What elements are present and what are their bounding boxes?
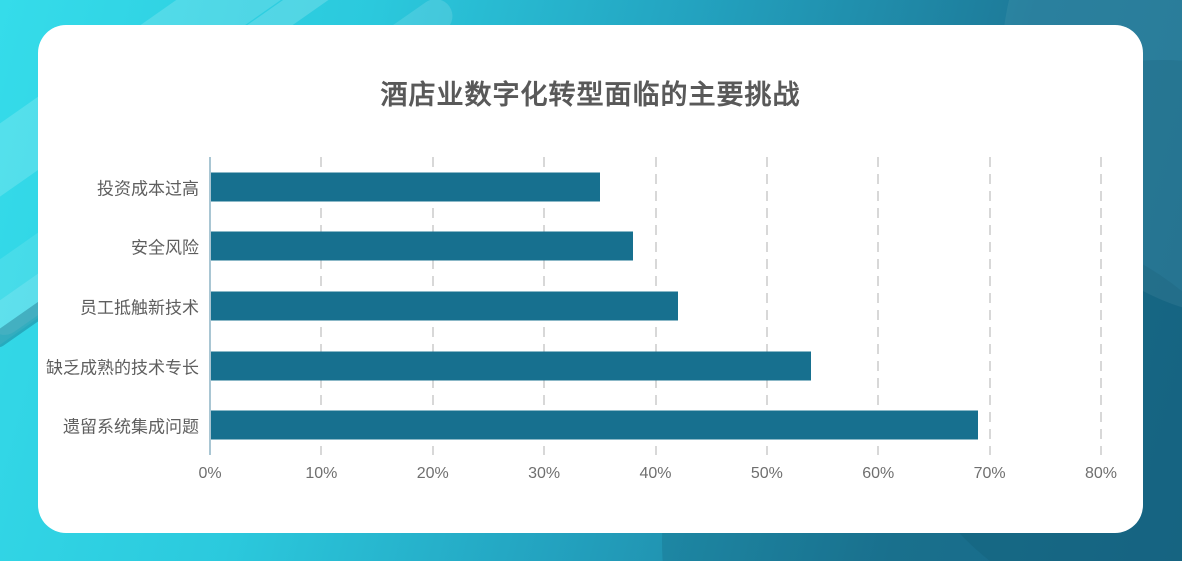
category-label: 遗留系统集成问题 [63, 417, 199, 437]
gridline [877, 157, 880, 455]
bar-38pct [210, 231, 634, 261]
category-label: 安全风险 [131, 238, 199, 258]
gridline [988, 157, 991, 455]
x-tick-label: 50% [750, 465, 783, 482]
y-axis-line [209, 157, 211, 455]
x-tick-label: 10% [305, 465, 338, 482]
x-tick-label: 40% [639, 465, 672, 482]
bar-69pct [210, 410, 979, 440]
x-tick-label: 70% [973, 465, 1006, 482]
category-label: 投资成本过高 [97, 179, 199, 199]
x-tick-label: 30% [528, 465, 561, 482]
bar-row: 安全风险 [131, 217, 1101, 277]
gridline [765, 157, 768, 455]
bar-row: 缺乏成熟的技术专长 [46, 336, 1101, 396]
x-tick-label: 80% [1084, 465, 1118, 482]
chart-card: 酒店业数字化转型面临的主要挑战 投资成本过高安全风险员工抵触新技术缺乏成熟的技术… [38, 25, 1143, 533]
category-label: 员工抵触新技术 [80, 298, 199, 318]
chart-title: 酒店业数字化转型面临的主要挑战 [380, 80, 801, 110]
bars-layer: 投资成本过高安全风险员工抵触新技术缺乏成熟的技术专长遗留系统集成问题 [46, 157, 1101, 455]
bar-54pct [210, 351, 812, 381]
bar-row: 投资成本过高 [97, 157, 1101, 217]
plot-area: 投资成本过高安全风险员工抵触新技术缺乏成熟的技术专长遗留系统集成问题 [46, 157, 1102, 455]
x-tick-label: 60% [862, 465, 895, 482]
x-tick-label: 0% [198, 465, 222, 482]
bar-row: 遗留系统集成问题 [63, 395, 1101, 455]
x-tick-label: 20% [416, 465, 449, 482]
bar-35pct [210, 172, 600, 202]
bar-row: 员工抵触新技术 [80, 276, 1101, 336]
x-axis-ticks: 0% 10% 20% 30% 40% 50% 60% 70% 80% [198, 465, 1117, 487]
category-label: 缺乏成熟的技术专长 [46, 358, 199, 378]
bar-42pct [210, 291, 678, 321]
gridline [1100, 157, 1102, 455]
